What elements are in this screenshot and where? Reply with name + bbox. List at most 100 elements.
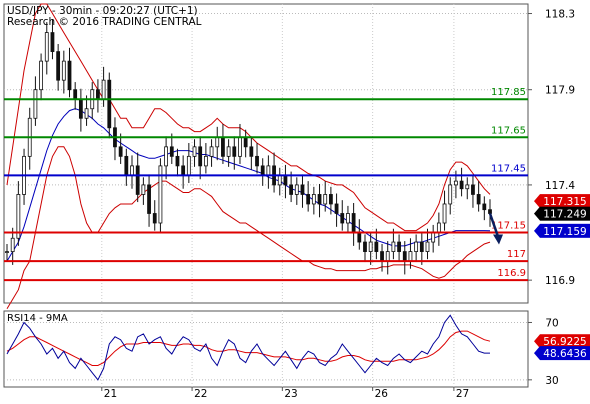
- level-label: 116.9: [497, 268, 526, 279]
- value-label-pointer: [534, 194, 540, 209]
- candle-body: [408, 251, 413, 262]
- header-line-2: Research © 2016 TRADING CENTRAL: [7, 16, 202, 28]
- candle-body: [436, 222, 441, 233]
- candle-body: [294, 184, 299, 195]
- candle-body: [249, 146, 254, 157]
- candle-body: [198, 146, 203, 167]
- candle-body: [50, 32, 55, 53]
- candle-body: [232, 146, 237, 157]
- candle-body: [39, 60, 43, 91]
- x-tick-label: 21: [104, 388, 117, 400]
- candle-body: [459, 180, 464, 190]
- rsi-tick-label: 30: [545, 375, 558, 387]
- x-tick-label: 22: [194, 388, 207, 400]
- candle-body: [243, 136, 248, 148]
- candle-body: [289, 184, 294, 195]
- candle-body: [215, 136, 220, 148]
- level-label: 117.15: [491, 221, 526, 232]
- candle-body: [380, 251, 384, 262]
- candle-body: [300, 184, 305, 195]
- candle-body: [130, 165, 134, 176]
- rsi-value-label-box: [540, 346, 590, 361]
- candle-body: [181, 165, 186, 176]
- value-label-pointer: [534, 206, 540, 221]
- rsi-value-label-text: 48.6436: [543, 348, 587, 360]
- candle-body: [266, 165, 271, 176]
- candle-body: [152, 213, 157, 224]
- price-tick-label: 116.9: [545, 275, 575, 287]
- candle-body: [260, 165, 265, 176]
- candle-body: [482, 203, 487, 211]
- candle-body: [141, 184, 146, 195]
- value-label-text: 117.315: [543, 196, 586, 208]
- candle-body: [488, 209, 492, 214]
- price-panel-frame: [3, 3, 529, 304]
- candle-body: [465, 184, 470, 190]
- value-label-text: 117.159: [543, 226, 586, 238]
- candle-body: [351, 213, 356, 233]
- rsi-value-label-box: [540, 334, 590, 349]
- candle-body: [169, 146, 174, 157]
- candle-body: [385, 251, 390, 262]
- candle-body: [186, 155, 191, 176]
- candle-body: [311, 194, 316, 205]
- candle-body: [221, 136, 225, 157]
- candle-body: [442, 203, 447, 224]
- candle-body: [391, 241, 396, 252]
- value-label-text: 117.249: [543, 209, 586, 221]
- x-tick-label: 27: [456, 388, 469, 400]
- candle-body: [374, 241, 379, 252]
- rsi-lines: [6, 314, 491, 381]
- value-label-pointer: [534, 223, 540, 238]
- candle-body: [209, 146, 214, 157]
- rsi-value-label-text: 56.9225: [543, 336, 586, 348]
- candle-body: [402, 251, 407, 262]
- value-label-box: [540, 223, 590, 238]
- rsi-value-label-pointer: [534, 346, 540, 361]
- candle-body: [471, 184, 475, 195]
- candle-body: [203, 155, 208, 167]
- price-tick-label: 118.3: [545, 9, 575, 21]
- candle-body: [454, 180, 458, 186]
- forecast-arrow-shaft: [488, 213, 500, 237]
- candle-body: [44, 32, 49, 62]
- candle-body: [397, 241, 401, 252]
- rsi-y-axis: 70 30: [528, 317, 559, 387]
- candle-body: [192, 146, 197, 157]
- level-label: 117: [507, 249, 526, 260]
- price-tick-label: 117.4: [545, 180, 575, 192]
- candle-body: [323, 194, 328, 205]
- price-levels: 117.85 117.65 117.45 117.15 117 116.9: [4, 87, 528, 282]
- candle-body: [368, 241, 373, 252]
- candle-body: [16, 194, 21, 239]
- price-tick-label: 117.9: [545, 85, 575, 97]
- x-tick-label: 26: [375, 388, 389, 400]
- rsi-title: RSI14 - 9MA: [7, 313, 68, 324]
- candle-body: [334, 203, 339, 214]
- candle-body: [317, 194, 322, 205]
- candle-body: [61, 60, 66, 81]
- candle-body: [357, 232, 362, 243]
- candle-body: [135, 165, 140, 195]
- candle-body: [476, 194, 481, 205]
- candle-body: [255, 155, 259, 167]
- level-label: 117.45: [491, 163, 526, 174]
- candle-body: [277, 175, 282, 186]
- candle-body: [340, 213, 345, 224]
- candle-body: [5, 251, 9, 253]
- candle-body: [96, 89, 100, 100]
- candle-body: [238, 136, 242, 157]
- rsi-ma-line: [6, 330, 491, 366]
- candle-body: [56, 51, 61, 81]
- candle-body: [33, 89, 38, 119]
- candle-body: [306, 194, 311, 205]
- upper-band-line: [6, 3, 491, 232]
- candle-body: [147, 184, 151, 214]
- rsi-panel-frame: [3, 310, 529, 388]
- lower-band-line: [6, 146, 491, 309]
- forecast-arrow-head: [493, 234, 503, 245]
- rsi-value-label-pointer: [534, 334, 540, 349]
- header-line-1: USD/JPY - 30min - 09:20:27 (UTC+1): [7, 5, 198, 17]
- candle-body: [101, 79, 106, 100]
